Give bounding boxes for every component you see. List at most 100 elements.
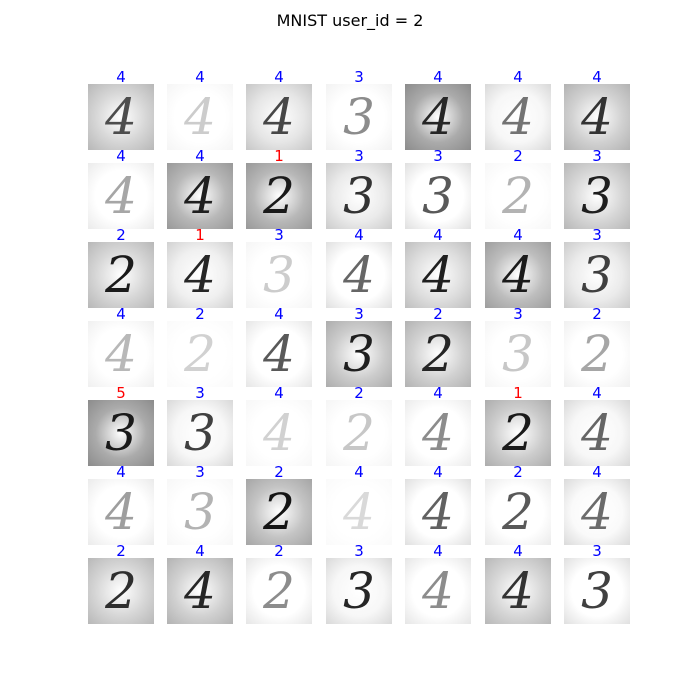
handwritten-digit: 3 (343, 167, 375, 225)
handwritten-digit: 3 (581, 246, 613, 304)
handwritten-digit: 4 (105, 325, 137, 383)
digit-image: 4 (485, 242, 551, 308)
handwritten-digit: 3 (184, 483, 216, 541)
digit-image: 4 (564, 400, 630, 466)
digit-image: 4 (246, 321, 312, 387)
digit-image: 3 (564, 163, 630, 229)
digit-image: 2 (326, 400, 392, 466)
handwritten-digit: 4 (263, 325, 295, 383)
prediction-label-correct: 4 (513, 542, 523, 560)
digit-image: 2 (564, 321, 630, 387)
prediction-label-correct: 4 (513, 226, 523, 244)
prediction-label-correct: 4 (116, 463, 126, 481)
prediction-label-correct: 3 (354, 147, 364, 165)
digit-image: 2 (88, 242, 154, 308)
digit-image: 3 (564, 558, 630, 624)
handwritten-digit: 4 (105, 88, 137, 146)
handwritten-digit: 4 (184, 88, 216, 146)
digit-image: 3 (326, 84, 392, 150)
digit-image: 4 (485, 84, 551, 150)
prediction-label-correct: 3 (433, 147, 443, 165)
handwritten-digit: 2 (105, 246, 137, 304)
digit-image: 4 (564, 84, 630, 150)
handwritten-digit: 4 (581, 88, 613, 146)
handwritten-digit: 4 (105, 167, 137, 225)
prediction-label-correct: 3 (592, 147, 602, 165)
handwritten-digit: 4 (422, 246, 454, 304)
handwritten-digit: 2 (422, 325, 454, 383)
handwritten-digit: 2 (343, 404, 375, 462)
digit-image: 4 (326, 242, 392, 308)
prediction-label-correct: 3 (354, 68, 364, 86)
prediction-label-correct: 4 (592, 384, 602, 402)
digit-image: 4 (246, 400, 312, 466)
prediction-label-correct: 2 (116, 226, 126, 244)
digit-image: 4 (246, 84, 312, 150)
digit-image: 4 (167, 242, 233, 308)
handwritten-digit: 3 (105, 404, 137, 462)
digit-image: 2 (246, 479, 312, 545)
handwritten-digit: 4 (581, 404, 613, 462)
prediction-label-correct: 4 (195, 542, 205, 560)
handwritten-digit: 4 (263, 404, 295, 462)
handwritten-digit: 4 (422, 483, 454, 541)
prediction-label-correct: 4 (433, 463, 443, 481)
prediction-label-correct: 2 (513, 147, 523, 165)
digit-image: 2 (246, 558, 312, 624)
digit-image: 2 (88, 558, 154, 624)
prediction-label-correct: 3 (354, 305, 364, 323)
prediction-label-correct: 3 (274, 226, 284, 244)
prediction-label-correct: 4 (592, 463, 602, 481)
prediction-label-correct: 3 (354, 542, 364, 560)
digit-image: 2 (485, 479, 551, 545)
prediction-label-correct: 4 (433, 384, 443, 402)
prediction-label-correct: 4 (433, 68, 443, 86)
handwritten-digit: 2 (184, 325, 216, 383)
prediction-label-correct: 4 (433, 542, 443, 560)
prediction-label-wrong: 1 (513, 384, 523, 402)
digit-image: 4 (88, 163, 154, 229)
handwritten-digit: 4 (502, 88, 534, 146)
prediction-label-correct: 2 (354, 384, 364, 402)
prediction-label-correct: 4 (274, 384, 284, 402)
digit-image: 3 (326, 163, 392, 229)
handwritten-digit: 3 (581, 562, 613, 620)
prediction-label-correct: 3 (195, 384, 205, 402)
digit-image: 2 (485, 163, 551, 229)
prediction-label-correct: 2 (274, 542, 284, 560)
prediction-label-correct: 4 (195, 68, 205, 86)
digit-image: 3 (326, 321, 392, 387)
prediction-label-correct: 4 (592, 68, 602, 86)
digit-image: 4 (405, 479, 471, 545)
digit-image: 4 (485, 558, 551, 624)
digit-image: 3 (485, 321, 551, 387)
prediction-label-correct: 4 (354, 226, 364, 244)
